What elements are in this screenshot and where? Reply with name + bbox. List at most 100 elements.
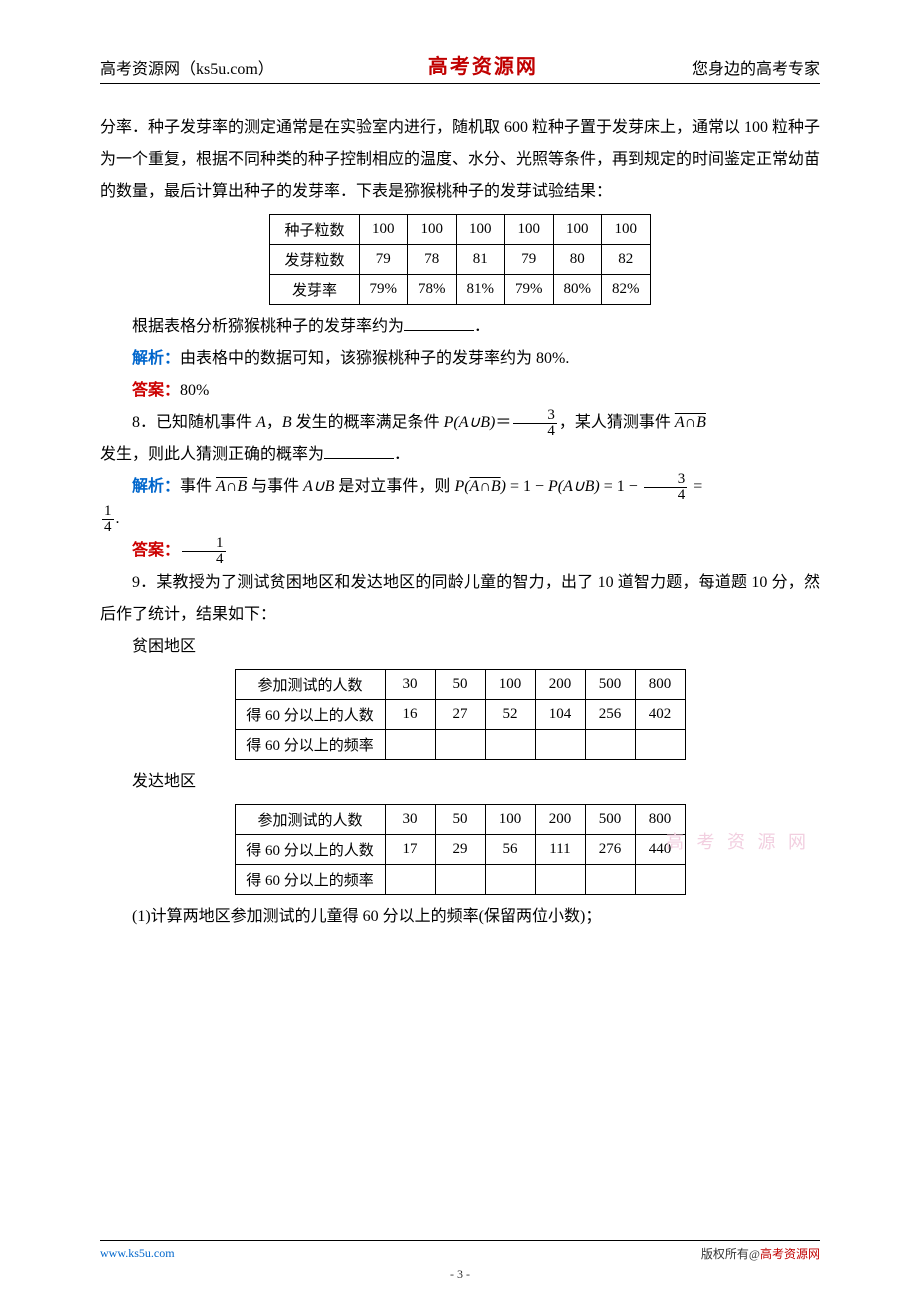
t1-r1c1: 79 — [359, 245, 408, 275]
q8-an-PAuB2: P(A∪B) — [548, 478, 600, 495]
t1-r2c0: 发芽率 — [270, 275, 359, 305]
t1-r1c0: 发芽粒数 — [270, 245, 359, 275]
fraction-icon: 34 — [513, 408, 557, 439]
footer-right-red: 高考资源网 — [760, 1247, 820, 1261]
tp-r0c5: 500 — [585, 670, 635, 700]
tr-r0c3: 100 — [485, 805, 535, 835]
tr-r2c6 — [635, 865, 685, 895]
tr-r2c4 — [535, 865, 585, 895]
q7-analysis-text: 由表格中的数据可知，该猕猴桃种子的发芽率约为 80%. — [180, 350, 569, 367]
t1-r0c1: 100 — [359, 215, 408, 245]
frac-den: 4 — [644, 488, 688, 503]
tp-r1c6: 402 — [635, 700, 685, 730]
tp-r0c3: 100 — [485, 670, 535, 700]
t1-r2c2: 78% — [408, 275, 457, 305]
q8-comma: ， — [266, 414, 282, 431]
q8-eq1: = 1 − — [506, 478, 548, 495]
q8-eq: ＝ — [495, 414, 511, 431]
t1-r2c5: 80% — [553, 275, 602, 305]
tr-r0c0: 参加测试的人数 — [235, 805, 385, 835]
t1-r0c0: 种子粒数 — [270, 215, 359, 245]
q8-overline-acapb: A∩B — [470, 478, 501, 495]
q8-an-Pbar: P(A∩B) — [454, 478, 506, 495]
q8-an-c: 是对立事件，则 — [334, 478, 454, 495]
tr-r2c5 — [585, 865, 635, 895]
frac-den: 4 — [102, 520, 114, 535]
tp-r0c6: 800 — [635, 670, 685, 700]
tr-r0c1: 30 — [385, 805, 435, 835]
tp-r2c5 — [585, 730, 635, 760]
tr-r2c2 — [435, 865, 485, 895]
q8-PAuB: P(A∪B) — [444, 414, 496, 431]
q8-B: B — [282, 414, 292, 431]
tr-r1c3: 56 — [485, 835, 535, 865]
q9-text: 某教授为了测试贫困地区和发达地区的同龄儿童的智力，出了 10 道智力题，每道题 … — [100, 574, 820, 623]
tp-r2c0: 得 60 分以上的频率 — [235, 730, 385, 760]
frac-num: 3 — [513, 408, 557, 424]
tr-r1c0: 得 60 分以上的人数 — [235, 835, 385, 865]
t1-r0c4: 100 — [505, 215, 554, 245]
rich-region-table: 参加测试的人数 30 50 100 200 500 800 得 60 分以上的人… — [235, 804, 686, 895]
q9-num: 9． — [132, 574, 156, 591]
tr-r1c1: 17 — [385, 835, 435, 865]
q9-question: 9．某教授为了测试贫困地区和发达地区的同龄儿童的智力，出了 10 道智力题，每道… — [100, 567, 820, 631]
answer-label-2: 答案： — [132, 542, 180, 559]
header-right: 您身边的高考专家 — [692, 55, 820, 79]
q8-ta: 已知随机事件 — [156, 414, 256, 431]
fraction-icon-2: 34 — [644, 472, 688, 503]
germination-table: 种子粒数 100 100 100 100 100 100 发芽粒数 79 78 … — [269, 214, 650, 305]
tp-r2c4 — [535, 730, 585, 760]
q7-answer: 答案：80% — [100, 375, 820, 407]
q9-region2: 发达地区 — [100, 766, 820, 798]
tp-r0c4: 200 — [535, 670, 585, 700]
q7-question-line: 根据表格分析猕猴桃种子的发芽率约为． — [100, 311, 820, 343]
fraction-result: 14 — [102, 504, 114, 535]
tr-r1c5: 276 — [585, 835, 635, 865]
q8-num: 8． — [132, 414, 156, 431]
q8-an-AuB: A∪B — [303, 478, 334, 495]
q8-an-AcapB: A∩B — [216, 478, 247, 495]
page-header: 高考资源网（ks5u.com） 高考资源网 您身边的高考专家 — [100, 50, 820, 84]
t1-r0c3: 100 — [456, 215, 505, 245]
tp-r1c1: 16 — [385, 700, 435, 730]
q9-sub1: (1)计算两地区参加测试的儿童得 60 分以上的频率(保留两位小数)； — [100, 901, 820, 933]
page-footer: www.ks5u.com 版权所有@高考资源网 — [100, 1240, 820, 1262]
q8-dot: . — [116, 510, 120, 527]
q8-analysis: 解析：事件 A∩B 与事件 A∪B 是对立事件，则 P(A∩B) = 1 − P… — [100, 471, 820, 503]
tp-r0c1: 30 — [385, 670, 435, 700]
tr-r0c4: 200 — [535, 805, 585, 835]
frac-num: 1 — [182, 536, 226, 552]
footer-copyright: 版权所有@高考资源网 — [701, 1245, 820, 1262]
q8-eq2: = 1 − — [600, 478, 642, 495]
tr-r0c6: 800 — [635, 805, 685, 835]
q8-AcapB-bar: A∩B — [675, 414, 706, 431]
poor-region-table: 参加测试的人数 30 50 100 200 500 800 得 60 分以上的人… — [235, 669, 686, 760]
t1-r1c5: 80 — [553, 245, 602, 275]
t1-r2c1: 79% — [359, 275, 408, 305]
tr-r2c3 — [485, 865, 535, 895]
t1-r1c2: 78 — [408, 245, 457, 275]
q8-period: ． — [394, 446, 410, 463]
t1-r1c3: 81 — [456, 245, 505, 275]
footer-url: www.ks5u.com — [100, 1246, 175, 1261]
t1-r0c5: 100 — [553, 215, 602, 245]
q8-an-b: 与事件 — [247, 478, 303, 495]
q8-tb: 发生的概率满足条件 — [292, 414, 444, 431]
q9-region1: 贫困地区 — [100, 631, 820, 663]
tp-r2c6 — [635, 730, 685, 760]
analysis-label: 解析： — [132, 350, 180, 367]
q8-td: 发生，则此人猜测正确的概率为 — [100, 446, 324, 463]
page-number: - 3 - — [0, 1267, 920, 1282]
tr-r1c4: 111 — [535, 835, 585, 865]
q8-question: 8．已知随机事件 A，B 发生的概率满足条件 P(A∪B)＝34，某人猜测事件 … — [100, 407, 820, 439]
tr-r0c2: 50 — [435, 805, 485, 835]
q8-eq3: = — [689, 478, 702, 495]
header-center-logo: 高考资源网 — [428, 50, 538, 79]
q8-A: A — [256, 414, 266, 431]
tr-r1c2: 29 — [435, 835, 485, 865]
tr-r2c1 — [385, 865, 435, 895]
tp-r1c0: 得 60 分以上的人数 — [235, 700, 385, 730]
q8-analysis-line2: 14. — [100, 503, 820, 535]
frac-den: 4 — [513, 424, 557, 439]
t1-r2c3: 81% — [456, 275, 505, 305]
